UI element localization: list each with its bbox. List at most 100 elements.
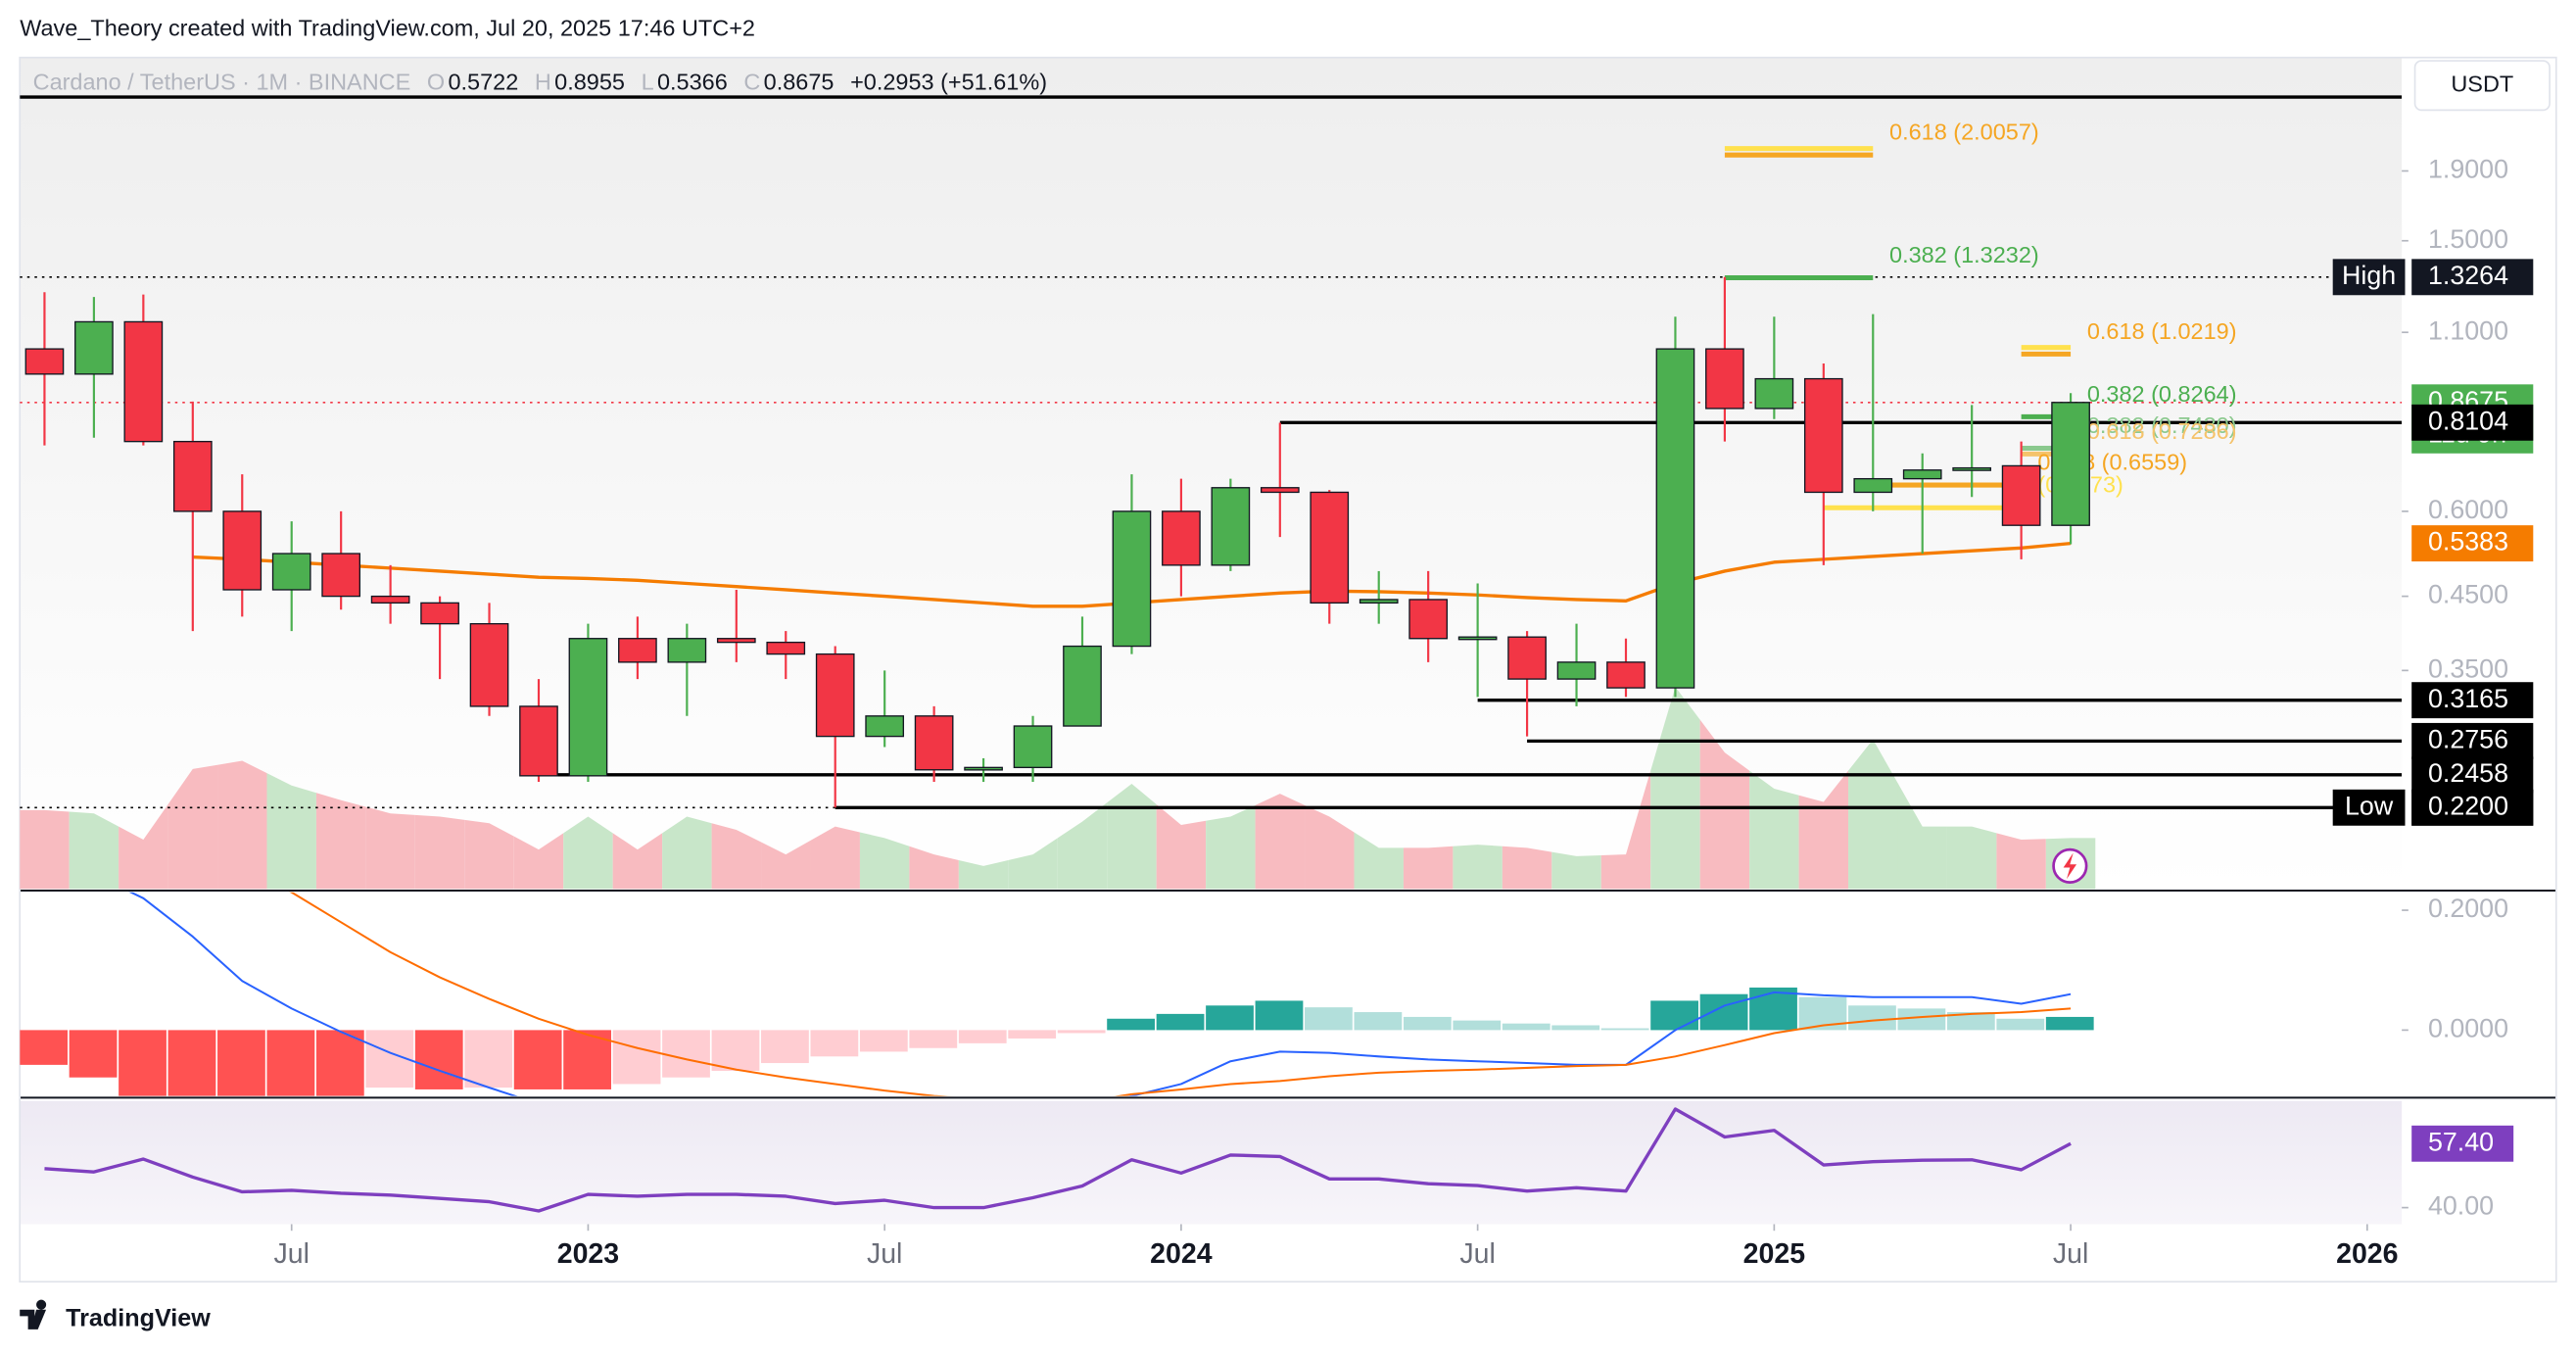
volume-area (315, 793, 366, 890)
candle-body (469, 622, 509, 707)
candle-body (716, 638, 756, 644)
ohlc-letter: H (535, 70, 551, 95)
volume-area (1107, 784, 1157, 890)
volume-area (464, 819, 514, 890)
volume-area (1354, 832, 1404, 890)
macd-bar (167, 1030, 216, 1096)
rsi-line (44, 1107, 2072, 1213)
axis-layer: 1.9000 1.5000 1.1000 0.6000 0.4500 0.3500 High… (273, 155, 2534, 1270)
fib-label: 0.382 (0.7430) (2087, 412, 2237, 438)
volume-area (1156, 803, 1207, 890)
candle-body (24, 348, 65, 375)
candle-body (172, 440, 213, 512)
macd-bar (958, 1030, 1007, 1043)
candle-body (519, 705, 558, 777)
candle-body (1359, 599, 1399, 604)
macd-bar (217, 1030, 265, 1096)
candle-body (1655, 348, 1695, 689)
volume-area (1255, 794, 1306, 890)
macd-bar (1848, 1005, 1896, 1031)
currency-button[interactable] (2413, 60, 2551, 112)
price-marker (2411, 789, 2534, 826)
macd-bar (464, 1030, 513, 1088)
currency: USDT (2451, 71, 2513, 96)
macd-bar (1305, 1007, 1353, 1031)
macd-bar (1008, 1030, 1057, 1039)
price-marker (2411, 259, 2534, 296)
price-marker-label: 0.8104 (2428, 406, 2508, 435)
volume-area (1057, 802, 1108, 890)
marker-tag: Low (2345, 791, 2394, 820)
volume-area (1798, 770, 1849, 890)
macd-bar (2045, 1016, 2094, 1031)
volume-area (217, 760, 267, 890)
macd-bar (662, 1030, 710, 1078)
price-marker-label: 0.2756 (2428, 724, 2508, 753)
brand-mark (20, 1299, 47, 1330)
fib-label: 0.618 (2.0057) (1889, 120, 2039, 145)
candle-body (271, 553, 311, 591)
volume-area (662, 816, 712, 890)
macd-tick-label: 0.2000 (2428, 894, 2508, 923)
macd-bar (1699, 993, 1748, 1031)
candle-body (1705, 348, 1744, 410)
fib-label: 0.382 (0.8264) (2087, 381, 2237, 407)
volume-area (1206, 804, 1256, 890)
close-value: 0.8675 (764, 70, 835, 95)
candle-body (123, 320, 164, 443)
macd-bar (119, 1030, 167, 1096)
macd-tick-label: 0.0000 (2428, 1013, 2508, 1042)
candle-body (420, 602, 459, 625)
volume-area (266, 773, 316, 890)
volume-area (365, 806, 415, 890)
candle-body (914, 715, 954, 771)
ohlc-letter: L (642, 70, 654, 95)
price-marker-label: 0.3165 (2428, 684, 2508, 713)
candle-body (1310, 491, 1350, 604)
fib-label: 0.382 (1.3232) (1889, 242, 2039, 267)
candle-body (370, 595, 410, 604)
volume-area (1699, 719, 1750, 890)
candle-body (74, 320, 114, 375)
candle-body (1211, 487, 1251, 566)
y-tick-label: 0.4500 (2428, 580, 2508, 609)
price-marker (2411, 722, 2534, 759)
ohlc-letter: O (427, 70, 445, 95)
price-marker-label: 0.2200 (2428, 791, 2508, 820)
y-tick-label: 0.3500 (2428, 653, 2508, 683)
candle-body (1162, 510, 1201, 566)
macd-bar (1946, 1012, 1995, 1031)
macd-bar (563, 1030, 611, 1089)
price-marker (2411, 682, 2534, 719)
volume-area (1502, 846, 1552, 890)
macd-bar (414, 1030, 463, 1089)
macd-bar (1600, 1028, 1649, 1031)
volume-area (119, 803, 168, 890)
candle-body (865, 715, 905, 738)
price-marker (2411, 756, 2534, 794)
y-tick-label: 1.9000 (2428, 155, 2508, 184)
change: +0.2953 (+51.61%) (850, 70, 1047, 95)
signal-line (289, 892, 2072, 1096)
volume-area (859, 832, 910, 890)
macd-bar (1996, 1018, 2045, 1031)
alert-icon[interactable] (2052, 847, 2088, 884)
candle-body (1013, 725, 1053, 769)
volume-area (958, 860, 1009, 890)
chart-frame (19, 56, 2557, 1283)
candle-body (1408, 599, 1449, 640)
volume-area (1848, 739, 1898, 890)
macd-bar (315, 1030, 364, 1096)
symbol: Cardano / TetherUS · 1M · BINANCE (33, 70, 411, 95)
x-tick-label: 2023 (557, 1238, 619, 1270)
volume-area (1996, 833, 2046, 890)
x-tick-label: Jul (1459, 1238, 1495, 1270)
candle-body (1952, 466, 1992, 471)
macd-bar (909, 1030, 958, 1048)
macd-bar (1107, 1018, 1155, 1031)
alert-icon-bolt (2063, 852, 2077, 880)
y-tick-label: 1.5000 (2428, 224, 2508, 254)
volume-area (1403, 846, 1454, 890)
volume-area (1749, 770, 1799, 890)
